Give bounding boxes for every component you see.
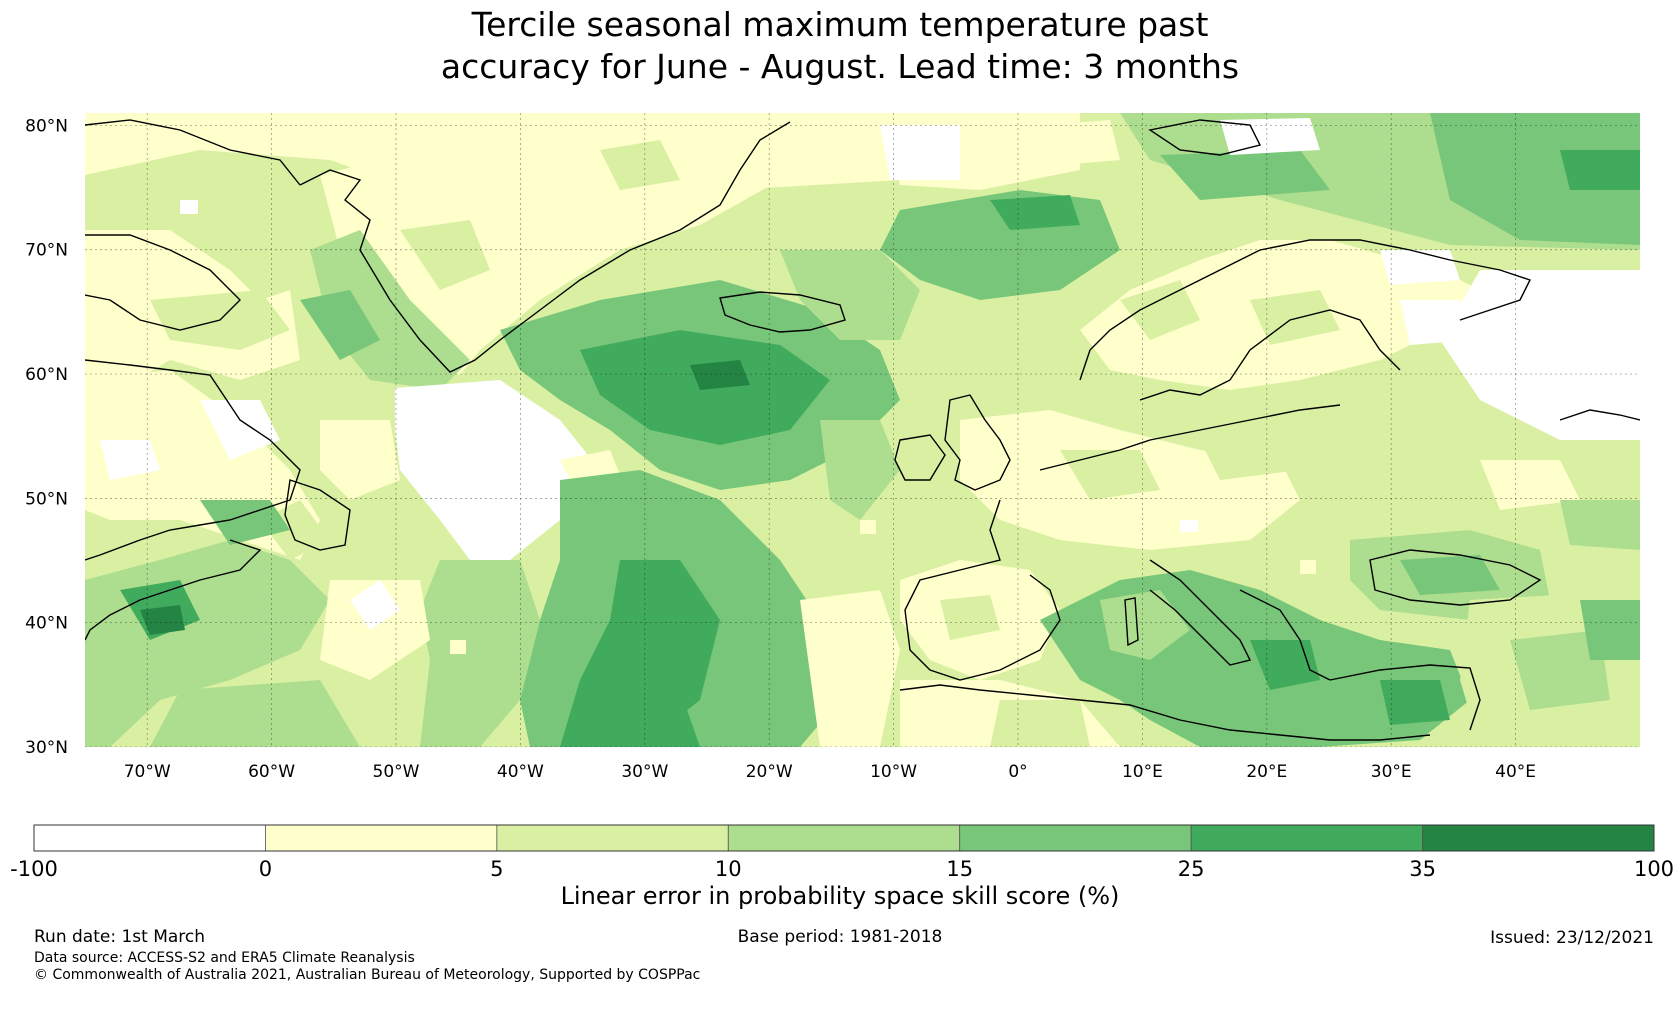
colorbar-tick-label: 100	[1634, 857, 1674, 881]
colorbar-segment	[496, 824, 729, 852]
lon-label: 40°W	[497, 762, 544, 782]
chart-title: Tercile seasonal maximum temperature pas…	[0, 4, 1680, 88]
longitude-labels: 70°W 60°W 50°W 40°W 30°W 20°W 10°W 0° 10°E 20°E 30…	[124, 762, 1536, 782]
colorbar-segment	[1422, 824, 1655, 852]
colorbar-segment	[1190, 824, 1423, 852]
lat-label: 40°N	[25, 614, 68, 634]
lon-label: 60°W	[248, 762, 295, 782]
colorbar-tick-label: 10	[715, 857, 742, 881]
lon-label: 30°W	[621, 762, 668, 782]
copyright: © Commonwealth of Australia 2021, Austra…	[34, 967, 701, 983]
title-line-2: accuracy for June - August. Lead time: 3…	[440, 47, 1240, 86]
lon-label: 20°E	[1246, 762, 1287, 782]
skill-field	[85, 113, 1640, 747]
title-line-1: Tercile seasonal maximum temperature pas…	[471, 5, 1209, 44]
lon-label: 20°W	[746, 762, 793, 782]
lon-label: 10°W	[870, 762, 917, 782]
lat-label: 30°N	[25, 738, 68, 758]
colorbar-tick-label: 0	[259, 857, 272, 881]
data-source: Data source: ACCESS-S2 and ERA5 Climate …	[34, 950, 415, 966]
lon-label: 40°E	[1495, 762, 1536, 782]
colorbar-tick-label: -100	[10, 857, 58, 881]
colorbar-segment	[265, 824, 498, 852]
issued-date: Issued: 23/12/2021	[1490, 928, 1654, 948]
colorbar-segment	[727, 824, 961, 852]
colorbar-segment	[959, 824, 1192, 852]
colorbar-title: Linear error in probability space skill …	[560, 882, 1120, 910]
lon-label: 50°W	[373, 762, 420, 782]
latitude-labels: 80°N 70°N 60°N 50°N 40°N 30°N	[25, 116, 68, 758]
colorbar-border	[33, 824, 1655, 852]
coastlines	[85, 119, 1640, 741]
run-date: Run date: 1st March	[34, 927, 206, 947]
lat-label: 50°N	[25, 489, 68, 509]
lat-label: 60°N	[25, 365, 68, 385]
colorbar-tick-label: 5	[490, 857, 503, 881]
lon-label: 0°	[1008, 762, 1027, 782]
lon-label: 30°E	[1371, 762, 1412, 782]
lon-label: 70°W	[124, 762, 171, 782]
colorbar-tick-labels: -100 0 5 10 15 25 35 100	[10, 857, 1674, 881]
colorbar-tick-label: 35	[1409, 857, 1436, 881]
graticule	[85, 113, 1640, 747]
colorbar-tick-label: 15	[946, 857, 973, 881]
lat-label: 80°N	[25, 116, 68, 136]
colorbar	[33, 824, 1655, 852]
colorbar-segment	[33, 824, 266, 852]
colorbar-tick-label: 25	[1178, 857, 1205, 881]
lat-label: 70°N	[25, 241, 68, 261]
lon-label: 10°E	[1122, 762, 1163, 782]
base-period: Base period: 1981-2018	[737, 927, 943, 947]
